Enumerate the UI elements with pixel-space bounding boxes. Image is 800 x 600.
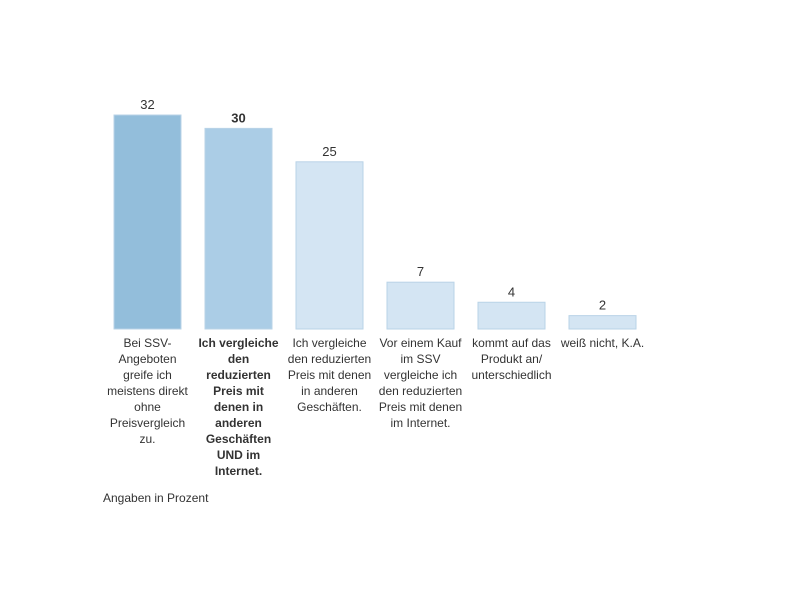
bar-4 bbox=[386, 281, 455, 330]
bar-1 bbox=[113, 114, 182, 330]
value-label-5: 4 bbox=[508, 284, 515, 299]
value-label-3: 25 bbox=[322, 144, 336, 159]
category-label-6: weiß nicht, K.A. bbox=[560, 336, 645, 350]
value-label-6: 2 bbox=[599, 298, 606, 313]
bar-5 bbox=[477, 301, 546, 330]
value-label-4: 7 bbox=[417, 264, 424, 279]
bar-6 bbox=[568, 315, 637, 330]
bar-2 bbox=[204, 127, 273, 330]
category-label-1: Bei SSV-Angeboten greife ich meistens di… bbox=[107, 336, 188, 446]
value-label-2: 30 bbox=[231, 110, 245, 125]
category-label-2: Ich vergleiche den reduzierten Preis mit… bbox=[198, 336, 279, 478]
category-label-4: Vor einem Kauf im SSV vergleiche ich den… bbox=[378, 336, 463, 430]
category-label-5: kommt auf das Produkt an/ unterschiedlic… bbox=[471, 336, 552, 382]
chart-footnote: Angaben in Prozent bbox=[103, 491, 209, 505]
category-label-3: Ich vergleiche den reduzierten Preis mit… bbox=[287, 336, 372, 414]
value-label-1: 32 bbox=[140, 97, 154, 112]
bar-3 bbox=[295, 161, 364, 330]
